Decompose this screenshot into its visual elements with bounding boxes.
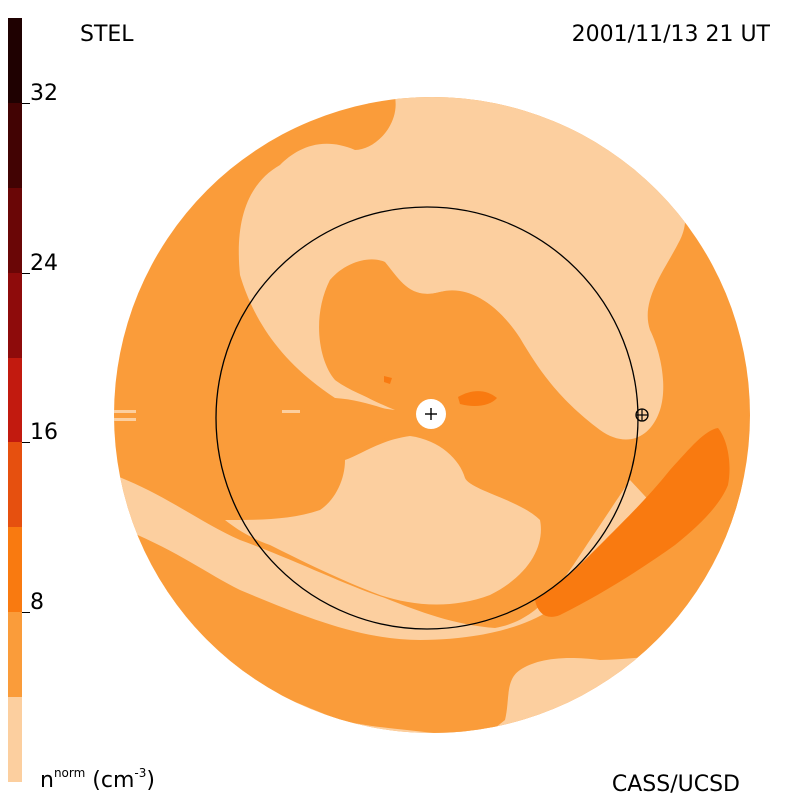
colorbar-tick-label: 16 bbox=[30, 420, 58, 446]
units-superscript: norm bbox=[53, 766, 86, 780]
units-exponent: -3 bbox=[134, 766, 147, 780]
units-paren-open: (cm bbox=[85, 768, 135, 793]
credit-label: CASS/UCSD bbox=[611, 772, 740, 797]
colorbar-tick-mark bbox=[22, 612, 30, 614]
units-paren-close: ) bbox=[146, 768, 155, 793]
colorbar-tick-mark bbox=[22, 102, 30, 104]
timestamp-label: 2001/11/13 21 UT bbox=[571, 22, 770, 47]
colorbar-segment bbox=[8, 102, 22, 188]
colorbar-tick-label: 32 bbox=[30, 80, 58, 106]
density-region-central-swirl bbox=[290, 261, 523, 470]
units-base: n bbox=[40, 768, 54, 793]
colorbar-tick-label: 8 bbox=[30, 590, 44, 616]
density-region-mid-south bbox=[114, 470, 750, 733]
colorbar-segment bbox=[8, 187, 22, 273]
colorbar-segment bbox=[8, 527, 22, 613]
left-edge-streaks bbox=[114, 410, 300, 421]
earth-orbit-circle bbox=[215, 206, 639, 630]
colorbar-tick-mark bbox=[22, 272, 30, 274]
density-region-enhanced-dot bbox=[384, 376, 392, 384]
density-colorbar bbox=[8, 18, 22, 782]
density-region-enhanced-east bbox=[535, 428, 730, 617]
colorbar-segment bbox=[8, 272, 22, 358]
colorbar-segment bbox=[8, 357, 22, 443]
colorbar-segment bbox=[8, 697, 22, 782]
colorbar-segment bbox=[8, 442, 22, 528]
density-region-enhanced-small bbox=[458, 391, 497, 406]
sun-center-icon bbox=[416, 399, 446, 429]
earth-symbol-icon bbox=[635, 408, 649, 422]
units-label: nnorm (cm-3) bbox=[40, 767, 155, 793]
colorbar-tick-mark bbox=[22, 442, 30, 444]
density-region-low-inner bbox=[225, 436, 541, 605]
density-region-low-north bbox=[238, 97, 686, 440]
observatory-label: STEL bbox=[80, 22, 134, 47]
colorbar-tick-label: 24 bbox=[30, 250, 58, 276]
colorbar-segment bbox=[8, 612, 22, 698]
colorbar-segment bbox=[8, 18, 22, 103]
